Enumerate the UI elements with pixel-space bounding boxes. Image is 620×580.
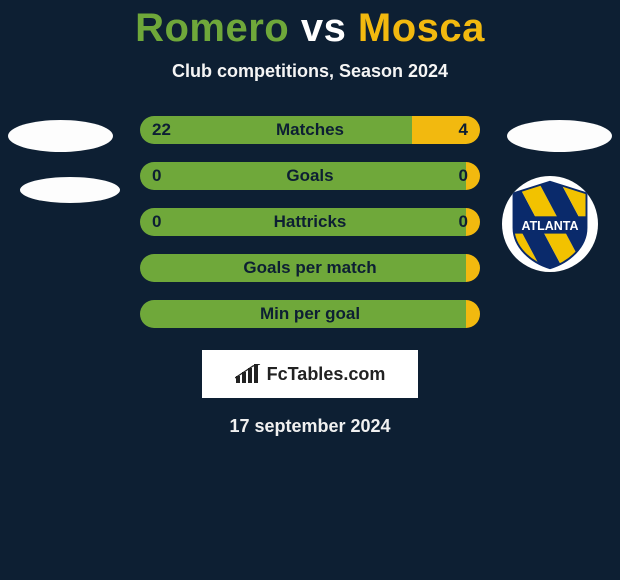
stat-bar: Goals per match: [140, 254, 480, 282]
subtitle: Club competitions, Season 2024: [0, 61, 620, 82]
fctables-watermark: FcTables.com: [202, 350, 418, 398]
date-text: 17 september 2024: [0, 416, 620, 437]
bar-chart-icon: [235, 364, 261, 384]
placeholder-ellipse-icon: [8, 120, 113, 152]
stat-bar-label: Matches: [140, 116, 480, 144]
club-badge: ATLANTA: [502, 176, 598, 272]
stats-bars: Matches224Goals00Hattricks00Goals per ma…: [140, 116, 480, 328]
page-title: Romero vs Mosca: [0, 0, 620, 51]
stat-right-value: 4: [459, 116, 468, 144]
placeholder-ellipse-icon: [20, 177, 120, 203]
stat-bar: Matches22 4: [140, 116, 480, 144]
player-right-name: Mosca: [358, 6, 485, 50]
stat-bar: Goals0 0: [140, 162, 480, 190]
player-left-name: Romero: [135, 6, 289, 50]
stat-bar-label: Goals: [140, 162, 480, 190]
stat-right-value: 0: [459, 162, 468, 190]
fctables-label: FcTables.com: [267, 364, 386, 385]
stat-left-value: 0: [152, 162, 161, 190]
stat-right-value: 0: [459, 208, 468, 236]
club-shield-icon: ATLANTA: [502, 176, 598, 272]
stat-bar: Hattricks0 0: [140, 208, 480, 236]
stat-bar-label: Hattricks: [140, 208, 480, 236]
stat-bar-label: Min per goal: [140, 300, 480, 328]
stat-left-value: 22: [152, 116, 171, 144]
stat-left-value: 0: [152, 208, 161, 236]
stat-bar: Min per goal: [140, 300, 480, 328]
stat-bar-label: Goals per match: [140, 254, 480, 282]
vs-text: vs: [289, 6, 358, 50]
club-badge-text: ATLANTA: [521, 219, 578, 233]
placeholder-ellipse-icon: [507, 120, 612, 152]
